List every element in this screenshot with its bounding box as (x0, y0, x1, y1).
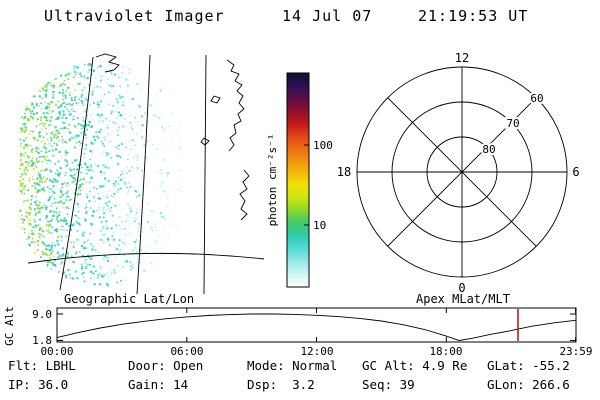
telemetry-gain: Gain: 14 (128, 377, 189, 392)
meridian-line (136, 54, 151, 295)
meridian-line (59, 56, 94, 291)
coastlines (95, 53, 250, 221)
date-label: 14 Jul 07 (282, 7, 373, 25)
telemetry-flt: Flt: LBHL (8, 358, 76, 373)
mlat-ring-label-70: 70 (506, 117, 519, 130)
telemetry-mode: Mode: Normal (247, 358, 338, 373)
orbit-strip-chart: Geographic Lat/Lon Apex MLat/MLT GC Alt … (3, 292, 593, 358)
ytick-label-max: 9.0 (32, 308, 52, 321)
colorbar-units-label: photon cm⁻²s⁻¹ (266, 134, 279, 227)
xtick-label: 18:00 (429, 345, 462, 358)
xtick-label: 12:00 (300, 345, 333, 358)
app-title: Ultraviolet Imager (44, 7, 225, 25)
colorbar-gradient (286, 72, 310, 288)
time-label: 21:19:53 UT (418, 7, 529, 25)
colorbar-tick-label: 10 (313, 219, 326, 232)
mlt-label-6: 6 (572, 165, 579, 179)
telemetry-seq: Seq: 39 (362, 377, 415, 392)
coastline-path (95, 53, 120, 73)
orbit-altitude-curve (56, 313, 576, 341)
parallel-line (27, 252, 265, 264)
map-graticule (27, 54, 265, 295)
meridian-line (203, 54, 207, 295)
xtick-label: 00:00 (40, 345, 73, 358)
coastline-path (210, 95, 221, 104)
coastline-path (200, 137, 210, 146)
telemetry-glat: GLat: -55.2 (487, 358, 570, 373)
mlat-ring-label-60: 60 (530, 92, 543, 105)
telemetry-gcalt: GC Alt: 4.9 Re (362, 358, 468, 373)
telemetry-ip: IP: 36.0 (8, 377, 69, 392)
telemetry-glon: GLon: 266.6 (487, 377, 570, 392)
mlt-spoke-diagonal (387, 97, 537, 247)
telemetry-dsp: Dsp: 3.2 (247, 377, 315, 392)
mlt-label-0: 0 (458, 281, 465, 295)
xtick-label: 06:00 (170, 345, 203, 358)
strip-chart-frame (56, 307, 577, 343)
ytick-label-min: 1.8 (32, 334, 52, 347)
colorbar-tick-label: 100 (313, 139, 333, 152)
mlat-ring-label-80: 80 (482, 143, 495, 156)
coastline-path (226, 59, 245, 152)
geographic-map-panel (18, 53, 265, 295)
telemetry-door: Door: Open (128, 358, 204, 373)
polar-panel-title: Apex MLat/MLT (416, 292, 510, 306)
strip-y-axis-label: GC Alt (3, 306, 16, 346)
coastline-path (239, 169, 250, 221)
colorbar: photon cm⁻²s⁻¹ 100 10 (266, 72, 333, 288)
map-panel-title: Geographic Lat/Lon (64, 292, 194, 306)
auroral-image-dots (18, 62, 189, 287)
xtick-label: 23:59 (559, 345, 592, 358)
strip-chart-ticks (56, 308, 577, 342)
mlt-label-18: 18 (337, 165, 351, 179)
apex-polar-plot: 12 18 6 0 60 70 80 (337, 51, 580, 295)
mlt-label-12: 12 (455, 51, 469, 65)
